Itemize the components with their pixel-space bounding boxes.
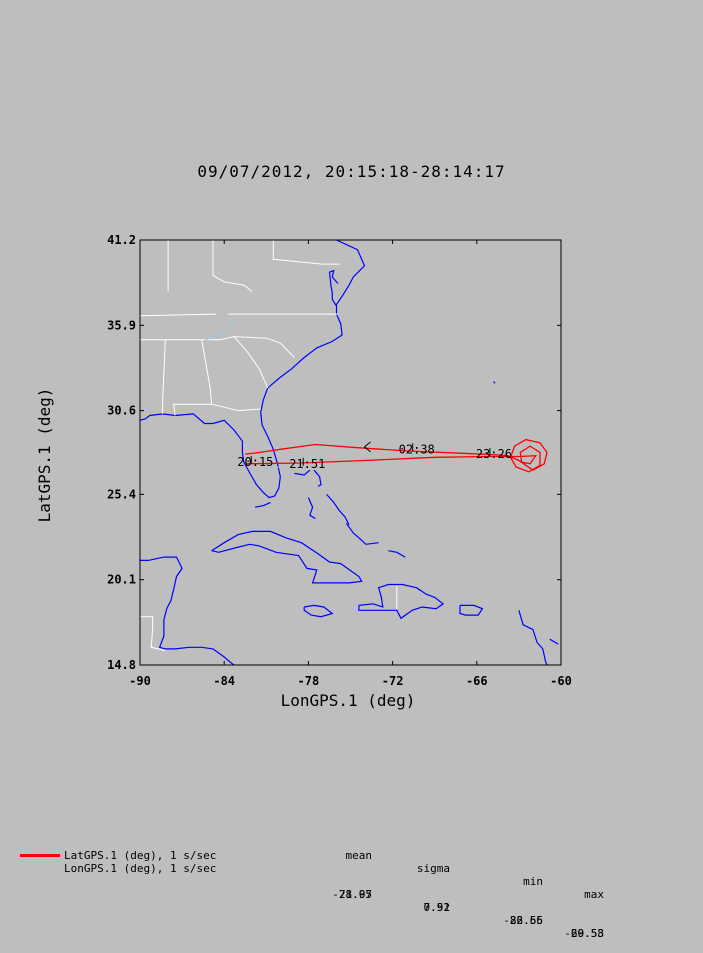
y-axis-label: LatGPS.1 (deg) [35,388,54,523]
map-plot: -90 -84 -78 -72 -66 -60 14.8 20.1 25.4 30.6 35.9 41… [35,233,572,710]
y-tick-label: 35.9 [107,318,136,332]
time-label: 23:26 [476,447,512,461]
chart-title: 09/07/2012, 20:15:18-28:14:17 [197,162,506,181]
track-line [245,438,548,473]
basemap [139,239,559,666]
header-max: max [584,888,604,901]
flight-track [245,438,548,473]
legend-name: LatGPS.1 (deg), 1 s/sec [64,849,217,862]
axis-ticks: -90 -84 -78 -72 -66 -60 14.8 20.1 25.4 30.6 35.9 41… [107,233,572,688]
y-tick-label: 30.6 [107,404,136,418]
legend-row-lon: LonGPS.1 (deg), 1 s/sec -71.97 7.91 -82.… [20,862,680,940]
legend-row-lat: LatGPS.1 (deg), 1 s/sec 28.05 0.52 26.66… [20,849,680,940]
lon-mean: -71.97 [332,888,372,901]
time-labels: 20:15 21:51 02:38 23:26 [237,442,512,470]
lon-sigma: 7.91 [423,901,451,914]
x-tick-label: -90 [129,674,151,688]
x-axis-label: LonGPS.1 (deg) [281,691,416,710]
x-tick-label: -60 [550,674,572,688]
y-tick-label: 41.2 [107,233,136,247]
legend-header: mean sigma min max [20,836,680,901]
y-tick-label: 20.1 [107,573,136,587]
header-mean: mean [345,849,373,862]
x-tick-label: -66 [466,674,488,688]
lon-min: -82.55 [503,914,543,927]
x-tick-label: -78 [298,674,320,688]
x-tick-label: -72 [382,674,404,688]
legend-table: mean sigma min max LatGPS.1 (deg), 1 s/s… [20,836,680,940]
x-tick-label: -84 [213,674,235,688]
time-label: 20:15 [237,455,273,469]
time-label: 21:51 [289,457,325,471]
direction-arrow [363,441,371,453]
header-min: min [523,875,543,888]
plot-frame [139,239,562,666]
legend-name: LonGPS.1 (deg), 1 s/sec [64,862,217,875]
y-tick-label: 25.4 [107,487,136,501]
lon-max: -60.53 [564,927,604,940]
legend-swatch [20,854,60,857]
header-sigma: sigma [416,862,450,875]
time-label: 02:38 [399,442,435,456]
y-tick-label: 14.8 [107,658,136,672]
